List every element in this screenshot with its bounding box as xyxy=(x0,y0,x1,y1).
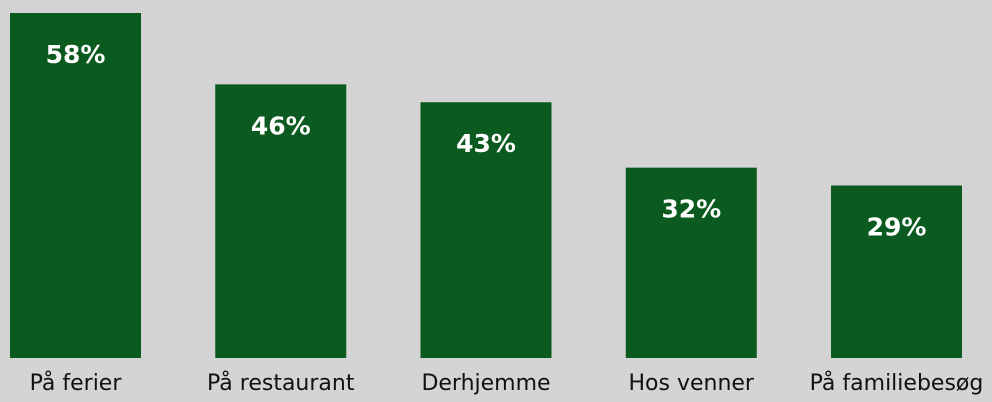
category-label: Hos venner xyxy=(629,371,755,396)
category-label: På restaurant xyxy=(207,370,355,396)
bar xyxy=(215,84,347,359)
bar xyxy=(625,167,757,358)
category-label: På ferier xyxy=(30,370,123,396)
value-label: 46% xyxy=(251,111,311,140)
category-label: Derhjemme xyxy=(421,371,550,396)
value-label: 43% xyxy=(456,129,516,158)
value-label: 29% xyxy=(867,213,927,242)
value-label: 32% xyxy=(661,195,721,224)
bar xyxy=(420,102,552,358)
bar xyxy=(10,13,141,358)
bar xyxy=(831,185,962,358)
value-label: 58% xyxy=(46,40,106,69)
category-label: På familiebesøg xyxy=(810,370,984,396)
